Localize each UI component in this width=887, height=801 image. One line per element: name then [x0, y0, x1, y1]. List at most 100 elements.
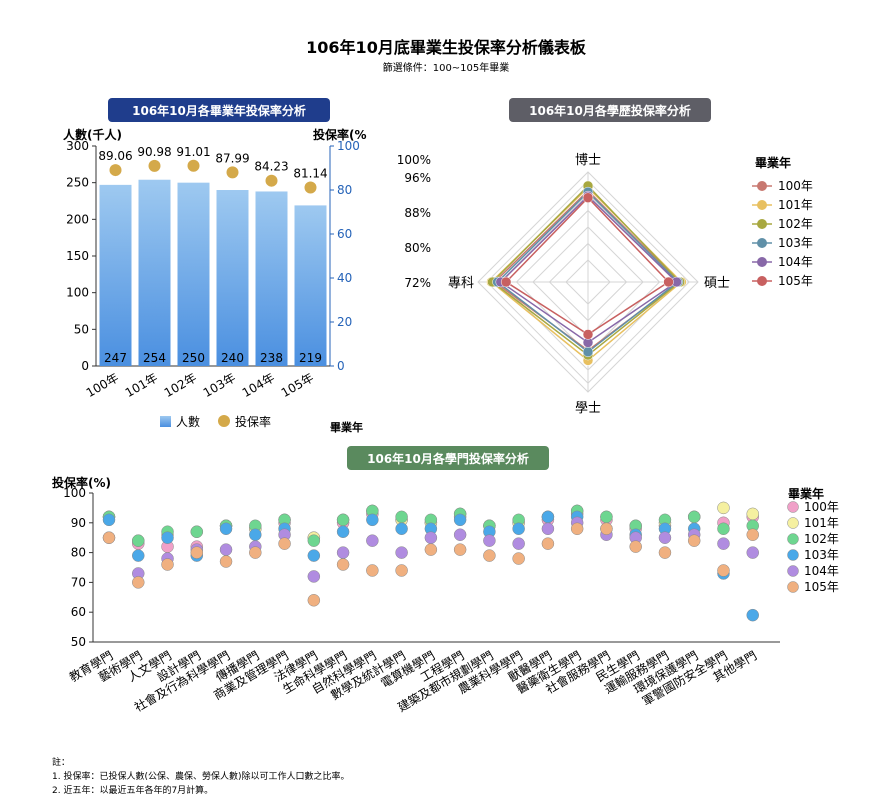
bar-left-tick-label: 300 [66, 139, 89, 153]
dept-chart-y-axis-label: 投保率(%) [52, 475, 111, 490]
dept-point [161, 531, 174, 544]
rate-point [226, 166, 239, 179]
radar-chart-header-text: 106年10月各學歷投保率分析 [529, 103, 691, 118]
bar-right-tick-label: 20 [337, 315, 352, 329]
bar-right-tick-label: 0 [337, 359, 345, 373]
dept-point [307, 534, 321, 547]
bar-right-tick-label: 40 [337, 271, 352, 285]
dept-point [629, 540, 642, 553]
bar-chart: 人數(千人) 投保率(% 畢業年 人數 投保率 0501001502002503… [63, 127, 367, 434]
radar-legend-swatch [757, 219, 767, 229]
dept-legend-label: 101年 [804, 516, 839, 530]
note-line-2: 2. 近五年：以最近五年各年的7月計算。 [52, 784, 213, 796]
radar-legend-label: 102年 [778, 217, 813, 231]
bar-chart-right-axis-label: 投保率(% [313, 127, 367, 142]
bar-count [216, 190, 249, 366]
dept-point [512, 552, 525, 565]
bar-count-label: 254 [143, 351, 166, 365]
dept-point [687, 510, 701, 524]
dept-point [512, 537, 525, 550]
radar-point [582, 329, 594, 340]
dept-point [219, 522, 233, 536]
bar-count-label: 240 [221, 351, 244, 365]
rate-point [187, 159, 200, 172]
dept-point [600, 510, 613, 524]
bar-count-label: 238 [260, 351, 283, 365]
dept-point [336, 558, 350, 571]
dept-point [717, 537, 730, 550]
dept-point [249, 528, 262, 541]
dept-legend-label: 102年 [804, 532, 839, 546]
radar-legend-label: 103年 [778, 236, 813, 250]
bar-count [138, 179, 171, 366]
dept-point [541, 510, 555, 524]
dept-point [424, 531, 438, 544]
legend-rate-swatch [218, 415, 230, 427]
radar-legend-swatch [757, 238, 767, 248]
bar-left-tick-label: 50 [74, 322, 89, 336]
rate-label: 84.23 [254, 160, 288, 174]
dept-point [483, 534, 496, 547]
bar-chart-legend: 人數 投保率 [160, 414, 271, 429]
dept-point [395, 510, 408, 524]
dept-legend-swatch [787, 581, 799, 593]
legend-bar-swatch [160, 416, 171, 427]
legend-bar-label: 人數 [176, 415, 200, 429]
bar-count-label: 250 [182, 351, 205, 365]
radar-point [663, 276, 674, 288]
bar-left-tick-label: 200 [66, 212, 89, 226]
dept-point [161, 558, 174, 571]
rate-label: 81.14 [293, 166, 327, 180]
bar-left-tick-label: 100 [66, 286, 89, 300]
bar-count [177, 182, 210, 366]
radar-legend-label: 104年 [778, 255, 813, 269]
bar-x-tick-label: 102年 [162, 370, 199, 400]
dept-point [658, 531, 672, 544]
dept-legend-swatch [787, 517, 799, 529]
dept-legend-swatch [787, 533, 799, 545]
dept-point [249, 546, 262, 559]
bar-count [99, 184, 132, 366]
bar-left-tick-label: 0 [81, 359, 89, 373]
radar-legend-swatch [757, 181, 767, 191]
dept-point [453, 513, 467, 527]
rate-point [109, 164, 122, 177]
dept-point [102, 531, 116, 544]
dept-point [307, 570, 321, 583]
dept-point [512, 522, 525, 536]
radar-legend-swatch [757, 257, 767, 267]
bar-x-tick-label: 103年 [201, 370, 238, 400]
dept-legend-swatch [787, 549, 799, 561]
radar-legend-swatch [757, 276, 767, 286]
dept-point [395, 546, 408, 559]
dept-point [746, 507, 759, 521]
dept-point [541, 537, 555, 550]
dept-y-tick-label: 80 [71, 546, 86, 560]
rate-label: 87.99 [215, 151, 249, 165]
dept-point [687, 534, 701, 547]
dept-point [219, 555, 233, 568]
note-line-1: 1. 投保率：已投保人數(公保、農保、勞保人數)除以可工作人口數之比率。 [52, 770, 349, 782]
dept-point [278, 537, 291, 550]
dept-y-tick-label: 90 [71, 516, 86, 530]
bar-count [255, 191, 288, 366]
dept-chart-header-text: 106年10月各學門投保率分析 [367, 451, 529, 466]
radar-legend-title: 畢業年 [755, 155, 791, 170]
bar-count-label: 247 [104, 351, 127, 365]
dept-point [132, 576, 145, 589]
dept-y-tick-label: 50 [71, 635, 86, 649]
dept-legend-swatch [787, 501, 799, 513]
dept-point [541, 522, 555, 536]
bar-x-tick-label: 101年 [123, 370, 160, 400]
dept-point [132, 534, 145, 547]
dept-point [570, 522, 584, 536]
dept-point [336, 525, 350, 538]
notes: 註： 1. 投保率：已投保人數(公保、農保、勞保人數)除以可工作人口數之比率。 … [52, 756, 349, 796]
bar-x-tick-label: 105年 [279, 370, 316, 400]
rate-label: 90.98 [137, 145, 171, 159]
bar-x-tick-label: 104年 [240, 370, 277, 400]
dept-point [746, 546, 759, 559]
